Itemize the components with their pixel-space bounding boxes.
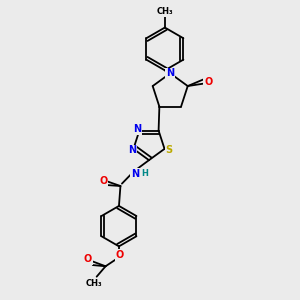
Text: O: O — [84, 254, 92, 264]
Text: N: N — [128, 145, 136, 155]
Text: N: N — [133, 124, 141, 134]
Text: O: O — [116, 250, 124, 260]
Text: CH₃: CH₃ — [157, 7, 173, 16]
Text: O: O — [204, 76, 212, 87]
Text: S: S — [165, 145, 172, 155]
Text: O: O — [99, 176, 107, 186]
Text: N: N — [166, 68, 174, 78]
Text: H: H — [142, 169, 148, 178]
Text: N: N — [131, 169, 140, 178]
Text: CH₃: CH₃ — [85, 279, 102, 288]
